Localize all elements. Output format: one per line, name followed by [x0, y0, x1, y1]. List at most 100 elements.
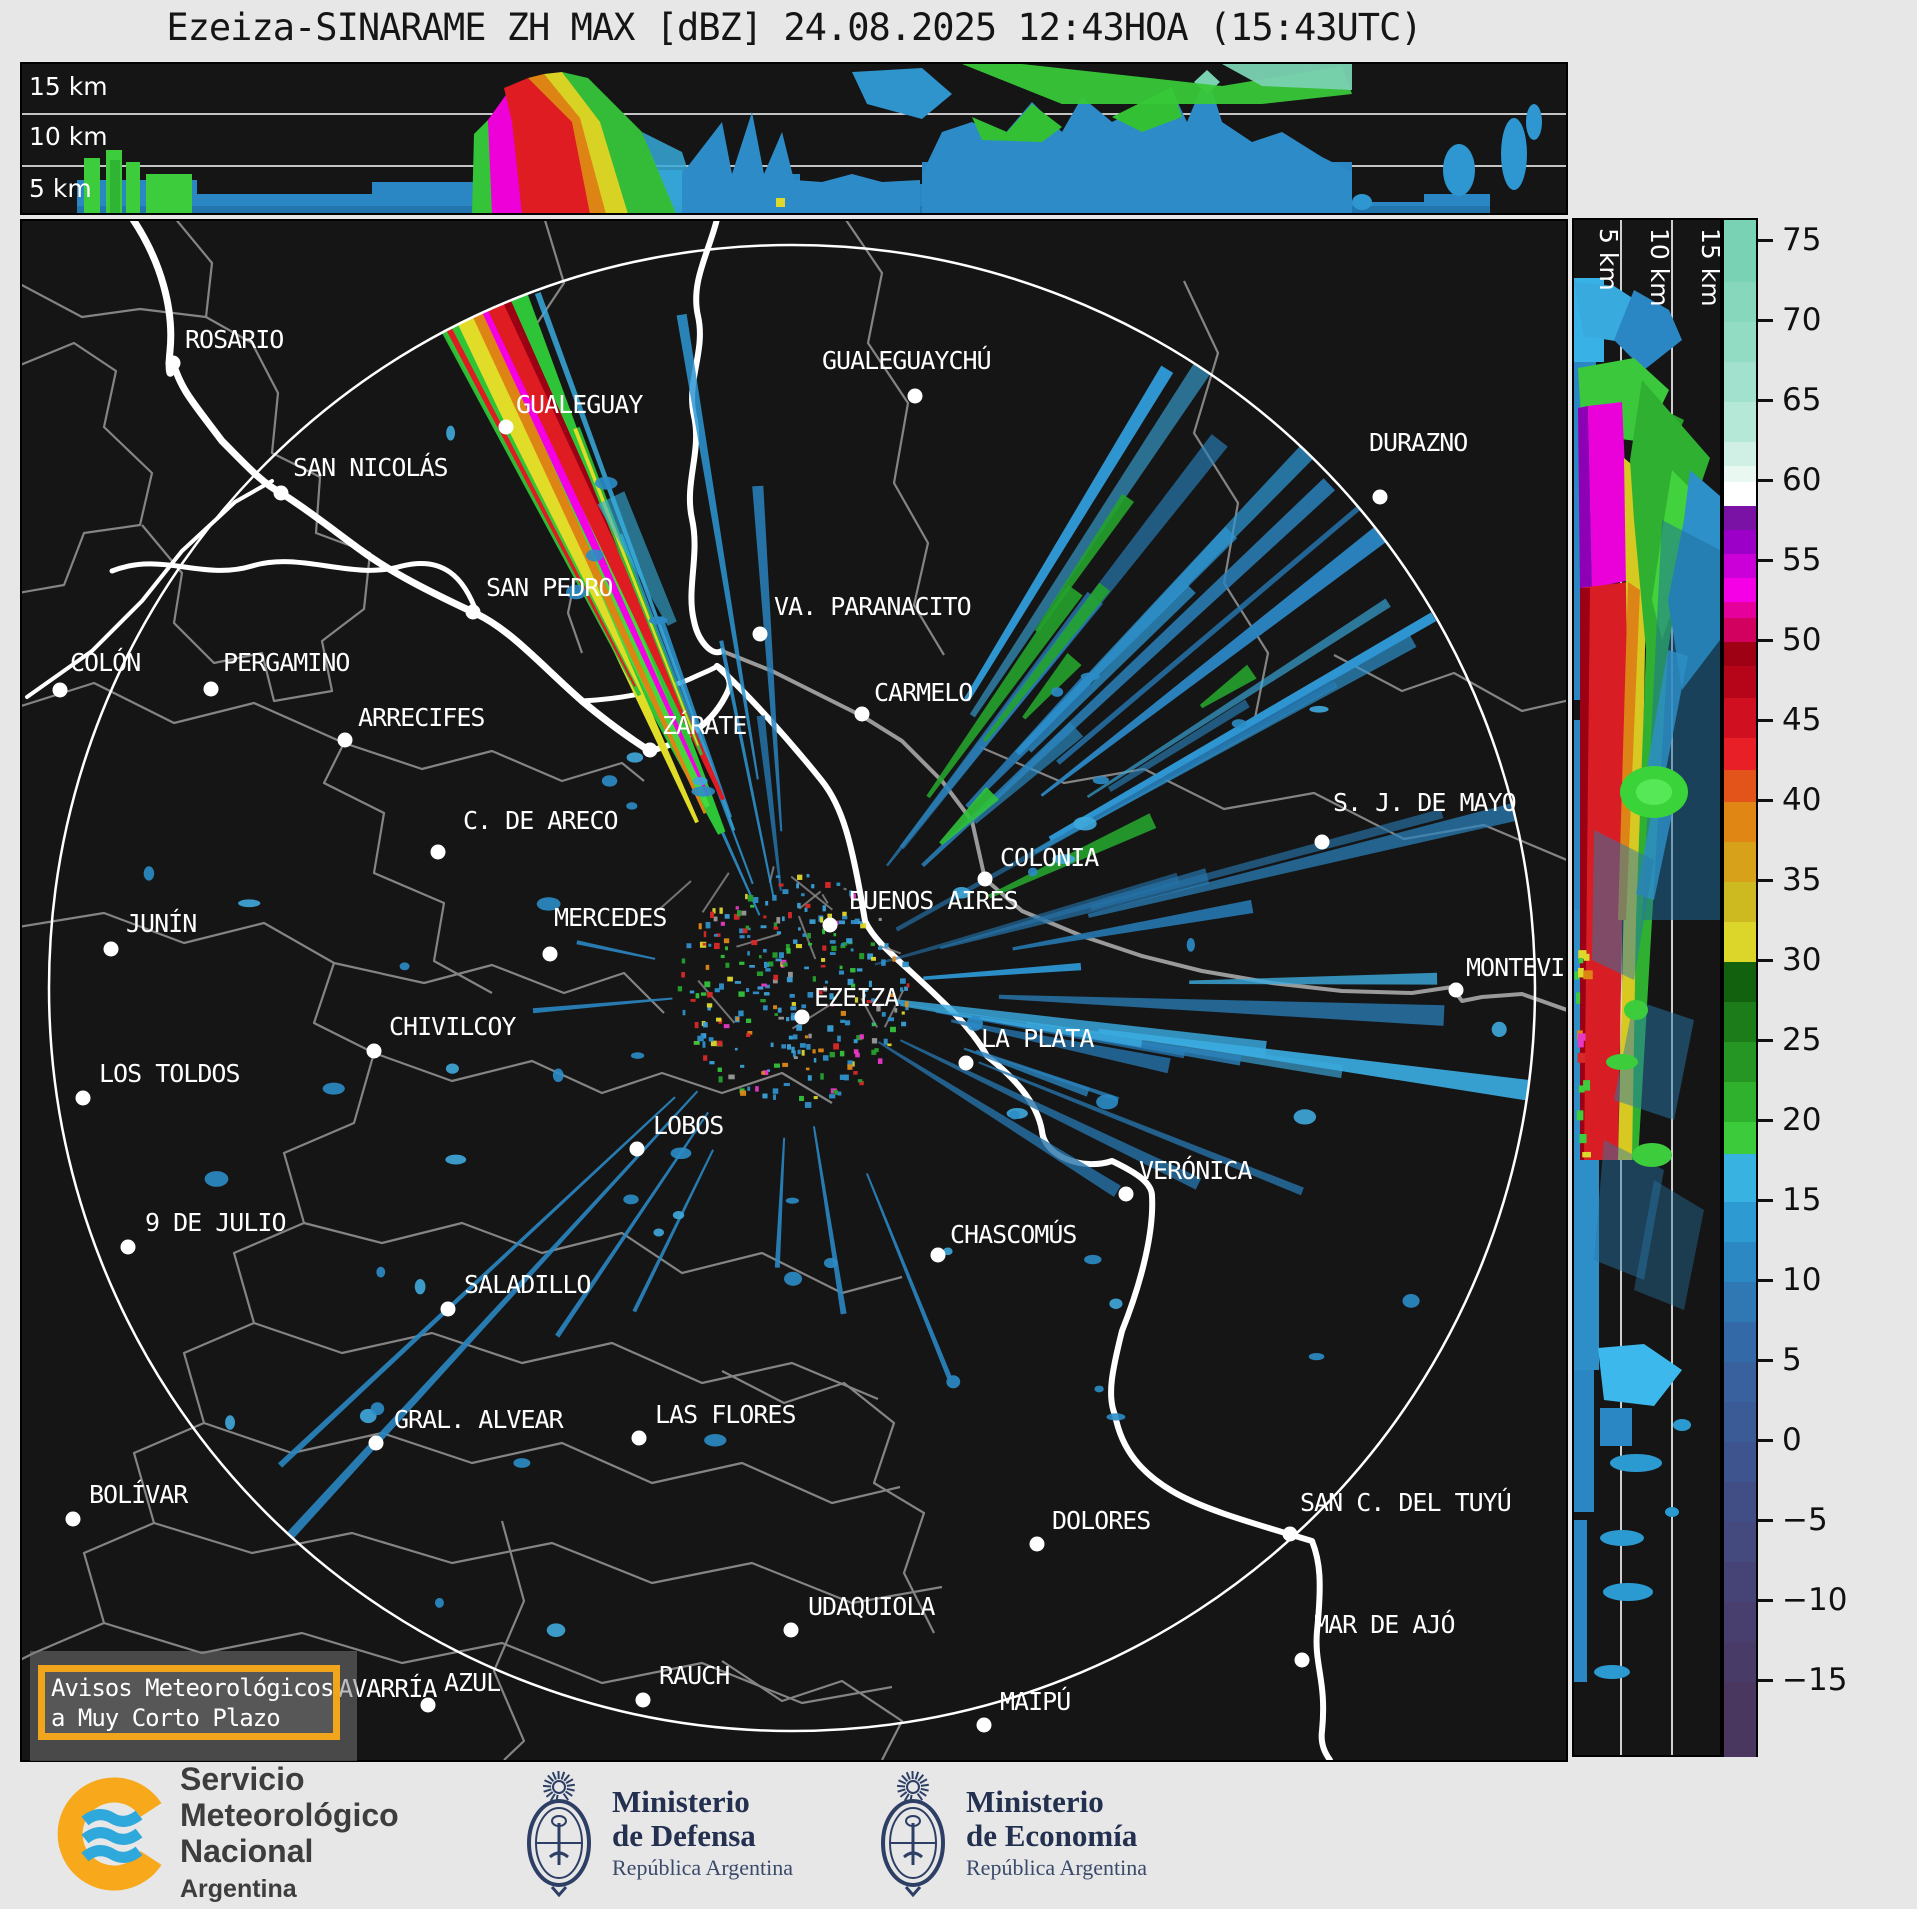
- city-label: COLÓN: [70, 647, 140, 677]
- colorbar-tick: [1758, 879, 1773, 882]
- colorbar-segment: [1724, 578, 1756, 602]
- colorbar-segment: [1724, 1322, 1756, 1362]
- city-label: 9 DE JULIO: [145, 1208, 286, 1237]
- colorbar-segment: [1724, 882, 1756, 922]
- colorbar-tick: [1758, 319, 1773, 322]
- colorbar-segment: [1724, 698, 1756, 738]
- city-label: SAN PEDRO: [486, 573, 612, 602]
- city-dot: [165, 355, 181, 371]
- city-label: MAIPÚ: [1000, 1686, 1070, 1716]
- city-label: MAR DE AJÓ: [1314, 1609, 1455, 1639]
- city-dot: [368, 1435, 384, 1451]
- city-label: SAN C. DEL TUYÚ: [1300, 1487, 1511, 1517]
- city-dot: [120, 1239, 136, 1255]
- colorbar-segment: [1724, 530, 1756, 554]
- city-label: ROSARIO: [185, 325, 283, 354]
- colorbar-segment: [1724, 1242, 1756, 1282]
- colorbar-tick: [1758, 1199, 1773, 1202]
- main-radar-map: ROSARIO GUALEGUAYCHÚ GUALEGUAY SAN NICOLÁS D…: [20, 219, 1568, 1762]
- colorbar-tick-label: 60: [1782, 462, 1822, 498]
- alert-line-2: a Muy Corto Plazo: [51, 1704, 281, 1732]
- colorbar-segment: [1724, 402, 1756, 442]
- colorbar-tick-label: −10: [1782, 1582, 1848, 1618]
- colorbar-segment: [1724, 482, 1756, 506]
- city-dot: [794, 1009, 810, 1025]
- city-label: GRAL. ALVEAR: [394, 1405, 565, 1434]
- city-dot: [977, 871, 993, 887]
- colorbar-segment: [1724, 962, 1756, 1002]
- city-label: JUNÍN: [126, 909, 196, 938]
- colorbar-segment: [1724, 1402, 1756, 1442]
- city-dot: [65, 1511, 81, 1527]
- city-label: LA PLATA: [981, 1024, 1094, 1053]
- colorbar-segment: [1724, 1122, 1756, 1154]
- colorbar-tick-label: 0: [1782, 1422, 1802, 1458]
- colorbar-segment: [1724, 1282, 1756, 1322]
- city-label: DURAZNO: [1369, 428, 1467, 457]
- city-label: ARRECIFES: [358, 703, 484, 732]
- colorbar-tick-label: 70: [1782, 302, 1822, 338]
- colorbar-tick-label: 40: [1782, 782, 1822, 818]
- colorbar-segment: [1724, 362, 1756, 402]
- colorbar-tick: [1758, 559, 1773, 562]
- colorbar-tick: [1758, 719, 1773, 722]
- colorbar-tick-label: −15: [1782, 1662, 1848, 1698]
- smn-logo-icon: [57, 1777, 162, 1891]
- alert-line-1: Avisos Meteorológicos: [51, 1674, 334, 1702]
- colorbar-segment: [1724, 1042, 1756, 1082]
- height-label-15km: 15 km: [29, 72, 108, 101]
- colorbar-tick: [1758, 479, 1773, 482]
- colorbar-tick-label: −5: [1782, 1502, 1828, 1538]
- city-label: ZÁRATE: [662, 711, 746, 740]
- city-dot: [642, 742, 658, 758]
- city-label: BOLÍVAR: [89, 1480, 189, 1509]
- city-label: CHASCOMÚS: [950, 1219, 1076, 1249]
- city-label: MONTEVIDEO: [1466, 953, 1566, 982]
- colorbar-segment: [1724, 322, 1756, 362]
- city-label: LOS TOLDOS: [99, 1059, 240, 1088]
- city-dot: [930, 1247, 946, 1263]
- colorbar-segment: [1724, 738, 1756, 770]
- city-label: CARMELO: [874, 678, 972, 707]
- colorbar-tick-label: 55: [1782, 542, 1822, 578]
- radar-map-plot: ROSARIO GUALEGUAYCHÚ GUALEGUAY SAN NICOLÁS D…: [22, 221, 1566, 1760]
- svg-text:5 km: 5 km: [1594, 228, 1623, 291]
- city-dot: [822, 917, 838, 933]
- colorbar-segment: [1724, 1482, 1756, 1522]
- colorbar-tick: [1758, 1359, 1773, 1362]
- colorbar-segment: [1724, 842, 1756, 882]
- colorbar-segment: [1724, 1682, 1756, 1757]
- colorbar-segment: [1724, 1082, 1756, 1122]
- city-dot: [430, 844, 446, 860]
- colorbar-segment: [1724, 770, 1756, 802]
- city-dot: [1448, 982, 1464, 998]
- colorbar-tick-label: 15: [1782, 1182, 1822, 1218]
- colorbar-segment: [1724, 466, 1756, 482]
- city-dot: [629, 1141, 645, 1157]
- city-label: RAUCH: [659, 1661, 729, 1690]
- city-label: EZEIZA: [814, 983, 899, 1012]
- colorbar-tick-label: 25: [1782, 1022, 1822, 1058]
- colorbar-tick: [1758, 1599, 1773, 1602]
- right-cross-section-panel: 5 km 10 km 15 km: [1572, 218, 1722, 1757]
- city-dot: [907, 388, 923, 404]
- city-dot: [337, 732, 353, 748]
- colorbar-tick-label: 5: [1782, 1342, 1802, 1378]
- colorbar-tick-label: 50: [1782, 622, 1822, 658]
- smn-wordmark: Servicio Meteorológico Nacional Argentin…: [180, 1761, 399, 1903]
- city-dot: [1118, 1186, 1134, 1202]
- city-dot: [203, 681, 219, 697]
- city-dot: [854, 706, 870, 722]
- colorbar-tick-label: 35: [1782, 862, 1822, 898]
- defensa-coat-of-arms-icon: [527, 1770, 591, 1898]
- city-label: PERGAMINO: [223, 648, 349, 677]
- right-cross-section-plot: 5 km 10 km 15 km: [1574, 220, 1720, 1755]
- defensa-wordmark: Ministerio de Defensa República Argentin…: [612, 1784, 794, 1881]
- reflectivity-colorbar: [1722, 218, 1758, 1757]
- short-term-warnings-badge[interactable]: Avisos Meteorológicos a Muy Corto Plazo: [38, 1665, 340, 1740]
- colorbar-tick: [1758, 1439, 1773, 1442]
- city-label: VERÓNICA: [1139, 1155, 1252, 1185]
- city-label: MERCEDES: [554, 903, 666, 932]
- economia-wordmark: Ministerio de Economía República Argenti…: [966, 1784, 1148, 1881]
